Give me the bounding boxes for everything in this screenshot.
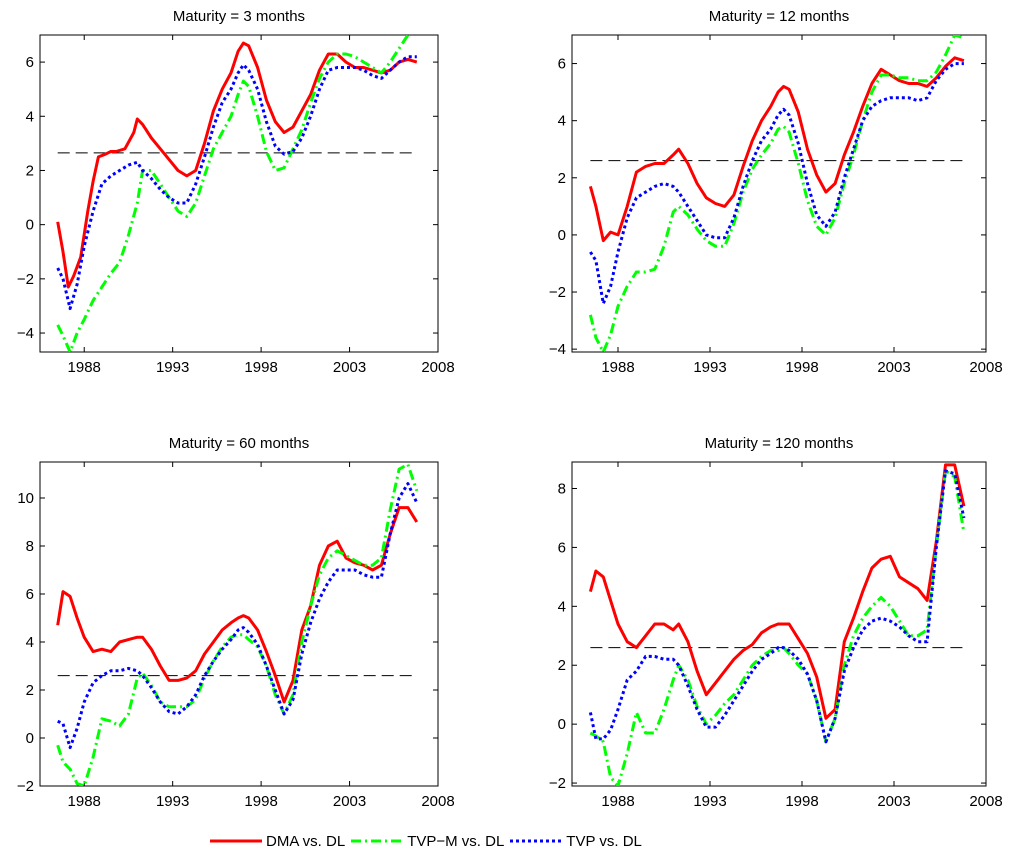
legend-item-dma: DMA vs. DL xyxy=(210,833,345,850)
y-tick-label: −2 xyxy=(549,775,566,792)
x-tick-label: 2008 xyxy=(421,793,454,810)
x-tick-label: 1998 xyxy=(244,359,277,376)
y-tick-label: 2 xyxy=(558,170,566,187)
y-tick-label: 4 xyxy=(26,634,34,651)
series-line-tvp-m-vs-dl xyxy=(56,35,411,352)
y-tick-label: 6 xyxy=(26,586,34,603)
series-line-dma-vs-dl xyxy=(56,506,419,704)
y-tick-label: 6 xyxy=(558,539,566,556)
x-tick-label: 1998 xyxy=(785,793,818,810)
chart-title: Maturity = 120 months xyxy=(705,435,854,452)
chart-title: Maturity = 60 months xyxy=(169,435,309,452)
y-tick-label: 10 xyxy=(17,490,34,507)
legend-label-tvpm: TVP−M vs. DL xyxy=(407,832,505,850)
axes-frame xyxy=(39,461,439,787)
x-tick-label: 2003 xyxy=(333,359,366,376)
legend-label-dma: DMA vs. DL xyxy=(266,832,346,850)
chart-title: Maturity = 3 months xyxy=(173,8,305,25)
y-tick-label: 8 xyxy=(558,481,566,498)
y-tick-label: 6 xyxy=(558,56,566,73)
x-tick-label: 2003 xyxy=(333,793,366,810)
axes-frame xyxy=(571,34,987,353)
series-line-dma-vs-dl xyxy=(588,56,965,243)
y-tick-label: 0 xyxy=(558,716,566,733)
y-tick-label: 0 xyxy=(26,217,34,234)
y-tick-label: 2 xyxy=(26,162,34,179)
y-tick-label: −4 xyxy=(549,341,566,358)
legend-swatch-tvpm xyxy=(351,839,404,843)
x-tick-label: 2008 xyxy=(421,359,454,376)
x-tick-label: 1988 xyxy=(601,793,634,810)
y-tick-label: 4 xyxy=(558,598,566,615)
x-tick-label: 2003 xyxy=(877,793,910,810)
chart-panel-3: Maturity = 60 months 1988 1993 1998 2003 2008… xyxy=(17,435,455,810)
legend-swatch-tvp xyxy=(510,839,563,843)
y-tick-label: 0 xyxy=(26,730,34,747)
series-line-dma-vs-dl xyxy=(588,463,966,720)
legend-item-tvp: TVP vs. DL xyxy=(510,833,642,850)
y-tick-label: 4 xyxy=(558,113,566,130)
x-tick-label: 1998 xyxy=(244,793,277,810)
series-line-tvp-vs-dl xyxy=(588,469,966,744)
axes-frame xyxy=(39,34,439,353)
legend-label-tvp: TVP vs. DL xyxy=(566,832,642,850)
x-tick-label: 1988 xyxy=(68,359,101,376)
y-tick-label: 0 xyxy=(558,227,566,244)
series-line-dma-vs-dl xyxy=(56,41,418,289)
y-tick-label: 2 xyxy=(558,657,566,674)
series-line-tvp-vs-dl xyxy=(57,482,419,750)
y-tick-label: −2 xyxy=(549,284,566,301)
series-line-tvp-m-vs-dl xyxy=(56,462,419,786)
axes-frame xyxy=(571,461,987,787)
y-tick-label: 8 xyxy=(26,538,34,555)
x-tick-label: 2003 xyxy=(877,359,910,376)
x-tick-label: 2008 xyxy=(969,793,1002,810)
legend-swatch-dma xyxy=(210,839,262,843)
y-tick-label: −2 xyxy=(17,271,34,288)
y-tick-label: −2 xyxy=(17,778,34,795)
legend-item-tvpm: TVP−M vs. DL xyxy=(351,833,504,850)
y-tick-label: −4 xyxy=(17,325,34,342)
chart-panel-1: Maturity = 3 months 1988 1993 1998 2003 2008 −… xyxy=(17,8,455,376)
chart-panel-4: Maturity = 120 months 1988 1993 1998 2003 200… xyxy=(549,435,1003,810)
x-tick-label: 2008 xyxy=(969,359,1002,376)
chart-panel-2: Maturity = 12 months 1988 1993 1998 2003 2008… xyxy=(549,8,1003,376)
x-tick-label: 1998 xyxy=(785,359,818,376)
x-tick-label: 1988 xyxy=(68,793,101,810)
series-line-tvp-vs-dl xyxy=(56,55,417,311)
x-tick-label: 1993 xyxy=(693,359,726,376)
y-tick-label: 4 xyxy=(26,108,34,125)
chart-title: Maturity = 12 months xyxy=(709,8,849,25)
y-tick-label: 6 xyxy=(26,54,34,71)
series-line-tvp-m-vs-dl xyxy=(589,469,966,786)
x-tick-label: 1993 xyxy=(156,359,189,376)
x-tick-label: 1993 xyxy=(693,793,726,810)
x-tick-label: 1993 xyxy=(156,793,189,810)
y-tick-label: 2 xyxy=(26,682,34,699)
series-line-tvp-vs-dl xyxy=(589,62,964,305)
legend: DMA vs. DL TVP−M vs. DL TVP vs. DL xyxy=(210,830,648,852)
x-tick-label: 1988 xyxy=(601,359,634,376)
